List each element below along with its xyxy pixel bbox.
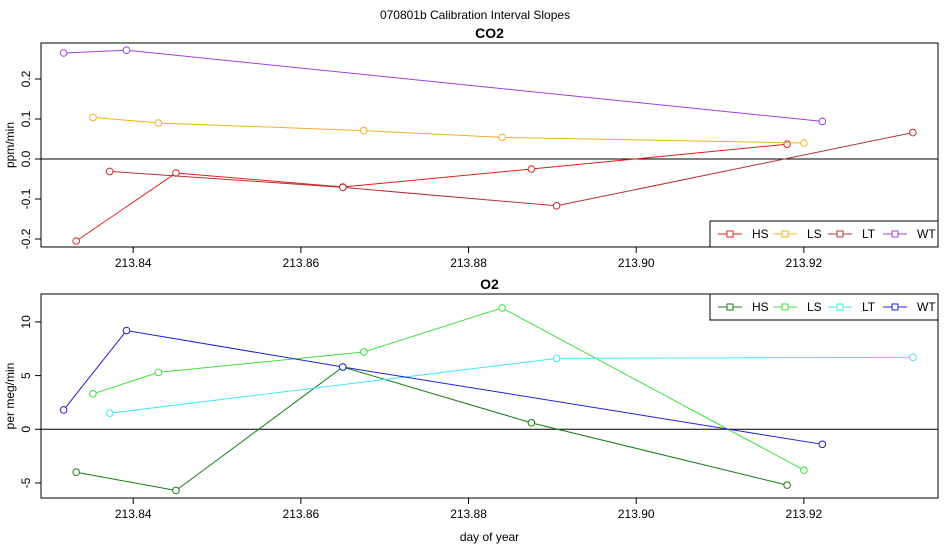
figure-title: 070801b Calibration Interval Slopes [380, 8, 570, 22]
co2-data-point [338, 183, 347, 192]
co2-series-hs [72, 140, 791, 245]
o2-data-point [105, 409, 114, 417]
co2-data-point [818, 117, 827, 126]
o2-data-point [909, 353, 917, 362]
co2-series-line-ls [92, 116, 804, 144]
co2-data-point [89, 113, 97, 122]
co2-y-tick-label: -0.2 [19, 228, 33, 249]
co2-legend-marker-wt [891, 230, 899, 238]
co2-series-wt [59, 46, 827, 126]
co2-x-tick-label: 213.92 [786, 256, 823, 270]
co2-x-tick-label: 213.84 [115, 256, 152, 270]
o2-legend-label-wt: WT [917, 300, 936, 314]
o2-series-line-hs [76, 366, 788, 492]
co2-x-tick-label: 213.88 [450, 256, 487, 270]
co2-data-point [359, 126, 368, 135]
o2-legend-marker-hs [726, 303, 734, 311]
o2-plot-frame [40, 293, 939, 499]
co2-panel-title: CO2 [475, 25, 504, 41]
co2-y-tick-label: -0.1 [19, 188, 33, 209]
co2-y-tick-label: 0.2 [19, 70, 33, 87]
o2-series-hs [72, 363, 791, 495]
co2-legend-label-wt: WT [917, 227, 936, 241]
co2-data-point [909, 128, 917, 137]
o2-data-point [154, 368, 163, 377]
o2-x-tick-label: 213.90 [618, 507, 655, 521]
o2-legend-marker-wt [891, 303, 899, 311]
o2-x-axis-label: day of year [460, 530, 519, 544]
o2-panel-title: O2 [480, 276, 499, 292]
co2-legend-label-lt: LT [862, 227, 876, 241]
co2-legend: HS LS LT WT [709, 220, 939, 248]
co2-y-tick-label: 0.0 [19, 150, 33, 167]
co2-data-point [552, 202, 561, 210]
o2-legend-label-lt: LT [862, 300, 876, 314]
co2-x-tick-label: 213.86 [283, 256, 320, 270]
o2-data-point [818, 440, 827, 449]
o2-x-tick-label: 213.88 [450, 507, 487, 521]
o2-data-point [359, 348, 368, 356]
co2-x-tick-label: 213.90 [618, 256, 655, 270]
o2-series-lt [105, 353, 917, 417]
o2-data-point [800, 466, 808, 474]
o2-data-point [122, 326, 131, 335]
o2-legend-label-hs: HS [752, 300, 769, 314]
o2-data-point [527, 419, 536, 427]
co2-data-point [783, 140, 791, 148]
co2-data-point [154, 119, 163, 127]
co2-data-point [527, 165, 536, 173]
o2-y-tick-label: -5 [19, 477, 33, 488]
co2-legend-label-ls: LS [807, 227, 822, 241]
o2-data-point [89, 390, 97, 398]
co2-data-point [72, 237, 81, 245]
co2-data-point [800, 139, 808, 147]
o2-x-tick-label: 213.92 [786, 507, 823, 521]
co2-plot-frame [40, 42, 939, 248]
o2-data-point [498, 304, 506, 312]
co2-series-line-wt [63, 49, 823, 122]
co2-series-ls [89, 113, 808, 147]
o2-data-point [72, 468, 81, 477]
o2-legend-marker-lt [836, 303, 844, 311]
o2-legend-marker-ls [781, 303, 789, 311]
co2-data-point [122, 46, 131, 55]
o2-series-line-ls [92, 307, 805, 471]
o2-data-point [338, 363, 347, 371]
o2-data-point [552, 354, 561, 363]
o2-x-tick-label: 213.86 [283, 507, 320, 521]
co2-y-axis-label: ppm/min [3, 122, 17, 168]
o2-data-point [172, 486, 180, 495]
co2-data-point [105, 167, 114, 176]
o2-x-tick-label: 213.84 [115, 507, 152, 521]
co2-data-point [59, 49, 68, 57]
o2-series-line-wt [63, 329, 823, 445]
o2-panel: O2 213.84 213.86 213.88 213.90 213.92 -5 0 5 10 pe… [3, 276, 939, 544]
co2-legend-marker-hs [726, 230, 734, 238]
o2-legend-label-ls: LS [807, 300, 822, 314]
o2-y-tick-label: 10 [19, 315, 33, 329]
o2-series-ls [89, 304, 808, 474]
o2-y-tick-label: 5 [19, 372, 33, 379]
co2-legend-marker-ls [781, 230, 789, 238]
co2-data-point [498, 133, 506, 142]
o2-series-wt [59, 326, 827, 449]
co2-legend-marker-lt [836, 230, 844, 238]
o2-y-axis-label: per meg/min [3, 363, 17, 430]
co2-y-tick-label: 0.1 [19, 110, 33, 127]
o2-data-point [59, 406, 68, 414]
co2-series-line-lt [109, 132, 913, 207]
o2-data-point [783, 481, 791, 489]
co2-legend-label-hs: HS [752, 227, 769, 241]
co2-panel: CO2 213.84 213.86 213.88 213.90 213.92 -0.2 -0.… [3, 25, 939, 270]
o2-legend: HS LS LT WT [709, 293, 939, 321]
co2-series-lt [105, 128, 917, 210]
o2-y-tick-label: 0 [19, 426, 33, 433]
